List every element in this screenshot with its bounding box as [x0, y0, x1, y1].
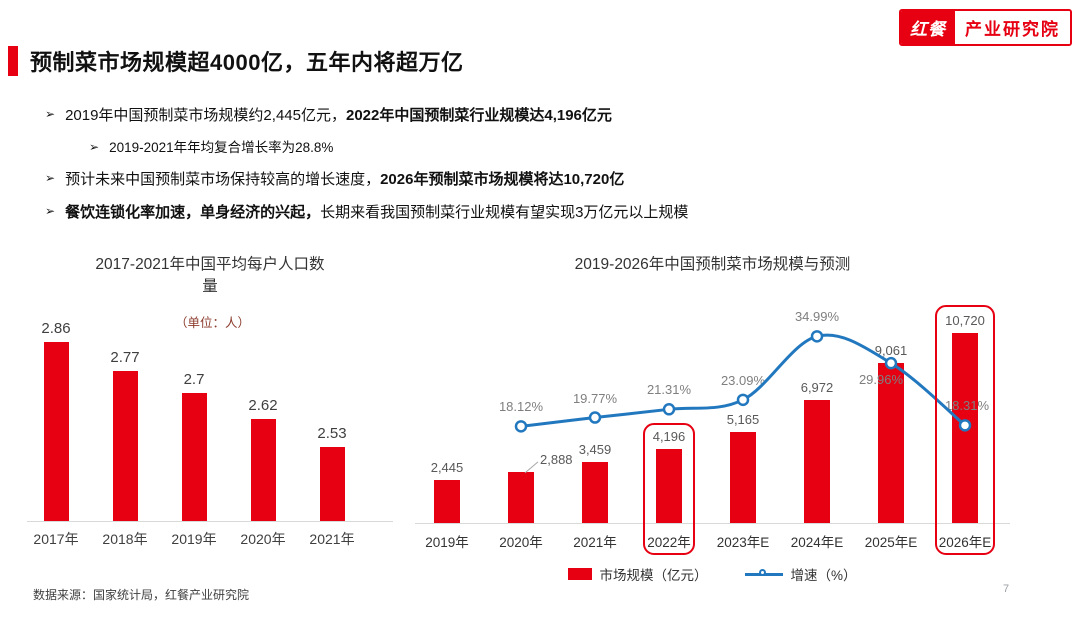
bar-value-label: 2,445 — [430, 459, 464, 475]
right-chart-title: 2019-2026年中国预制菜市场规模与预测 — [574, 256, 851, 273]
x-axis-label: 2022年 — [647, 535, 691, 550]
growth-rate-label: 21.31% — [646, 382, 692, 398]
x-axis-label: 2021年 — [573, 535, 617, 550]
legend-label: 市场规模（亿元） — [599, 568, 708, 583]
bullet-text: 2019年中国预制菜市场规模约2,445亿元，2022年中国预制菜行业规模达4,… — [65, 107, 612, 124]
bullet-arrow-icon: ➢ — [89, 139, 100, 154]
x-axis-label: 2019年 — [425, 535, 469, 550]
bar-2018年 — [113, 371, 138, 521]
logo-suffix: 产业研究院 — [955, 11, 1070, 44]
growth-line — [520, 333, 966, 428]
x-axis-label: 2019年 — [171, 531, 217, 547]
line-marker — [810, 330, 824, 343]
bar-2020年 — [251, 419, 276, 521]
line-marker — [736, 393, 750, 407]
bar-value-label: 5,165 — [726, 411, 760, 427]
growth-rate-label: 29.96% — [858, 372, 904, 388]
x-axis-label: 2017年 — [33, 531, 79, 547]
growth-line-layer — [514, 330, 972, 474]
bullet-item: ➢ 餐饮连锁化率加速，单身经济的兴起，长期来看我国预制菜行业规模有望实现3万亿元以… — [45, 203, 985, 223]
bar-2021年 — [320, 447, 345, 521]
growth-rate-label: 34.99% — [794, 309, 840, 325]
x-axis-label: 2023年E — [716, 535, 770, 550]
x-axis-label: 2024年E — [790, 535, 844, 550]
x-axis-line — [415, 523, 1010, 524]
bar-2022年 — [656, 448, 682, 523]
bar-value-label: 6,972 — [800, 379, 834, 395]
line-marker — [884, 356, 898, 370]
bullet-item: ➢ 2019-2021年年均复合增长率为28.8% — [89, 139, 985, 157]
x-axis-label: 2020年 — [499, 535, 543, 550]
line-marker — [958, 419, 972, 432]
bar-value-label: 2,888 — [540, 451, 573, 467]
left-chart-title: 2017-2021年中国平均每户人口数量 — [95, 256, 325, 295]
logo-brand: 红餐 — [901, 11, 955, 44]
bullet-arrow-icon: ➢ — [45, 171, 56, 186]
growth-rate-label: 18.12% — [498, 399, 544, 415]
x-axis-label: 2020年 — [240, 531, 286, 547]
line-series-swatch-icon — [745, 568, 784, 576]
bar-2019年 — [434, 479, 460, 523]
bar-value-label: 9,061 — [874, 342, 908, 358]
bar-value-label: 2.53 — [317, 425, 347, 442]
bullet-arrow-icon: ➢ — [45, 203, 56, 218]
bullet-list: ➢ 2019年中国预制菜市场规模约2,445亿元，2022年中国预制菜行业规模达4… — [45, 106, 985, 235]
title-accent-bar — [8, 46, 18, 76]
page-number: 7 — [1003, 583, 1010, 595]
x-axis-label: 2018年 — [102, 531, 148, 547]
bullet-arrow-icon: ➢ — [45, 107, 56, 121]
line-marker — [514, 420, 528, 433]
chart-legend: 市场规模（亿元） 增速（%） — [405, 564, 1020, 584]
left-chart-unit-label: （单位：人） — [175, 316, 251, 330]
bar-series-swatch-icon — [568, 568, 593, 580]
household-size-chart: 2017-2021年中国平均每户人口数量 （单位：人） 2.86 2017年 2.7… — [25, 250, 395, 580]
line-marker-icon — [759, 568, 767, 576]
bar-value-label: 4,196 — [652, 428, 686, 444]
growth-rate-label: 18.31% — [944, 398, 990, 414]
bar-value-label: 2.77 — [110, 349, 140, 366]
bar-value-label: 2.7 — [183, 371, 205, 388]
bullet-text: 2019-2021年年均复合增长率为28.8% — [109, 139, 334, 155]
legend-item-growth: 增速（%） — [745, 564, 857, 584]
bar-2017年 — [44, 342, 69, 521]
x-axis-label: 2026年E — [938, 535, 992, 550]
bar-2023年E — [730, 431, 756, 523]
x-axis-line — [27, 521, 393, 522]
growth-rate-label: 23.09% — [720, 372, 766, 388]
bar-value-label: 2.86 — [41, 320, 71, 337]
legend-item-market-size: 市场规模（亿元） — [568, 564, 707, 584]
line-marker — [588, 411, 602, 424]
bar-2025年E — [878, 362, 904, 523]
bar-value-label: 2.62 — [248, 397, 278, 414]
bar-2020年 — [508, 471, 534, 523]
x-axis-label: 2025年E — [864, 535, 918, 550]
label-leader-line — [524, 461, 539, 474]
bullet-text: 餐饮连锁化率加速，单身经济的兴起，长期来看我国预制菜行业规模有望实现3万亿元以上… — [65, 203, 689, 221]
bullet-item: ➢ 预计未来中国预制菜市场保持较高的增长速度，2026年预制菜市场规模将达10,7… — [45, 170, 985, 190]
growth-rate-label: 19.77% — [572, 390, 618, 406]
bar-2021年 — [582, 461, 608, 523]
bar-value-label: 3,459 — [578, 441, 612, 457]
bullet-text: 预计未来中国预制菜市场保持较高的增长速度，2026年预制菜市场规模将达10,72… — [65, 171, 625, 189]
data-source-note: 数据来源：国家统计局，红餐产业研究院 — [33, 588, 250, 602]
market-size-chart: 2019-2026年中国预制菜市场规模与预测 市场规模（亿元） 增速（%） 2,… — [405, 248, 1020, 598]
bar-value-label: 10,720 — [945, 313, 985, 329]
logo: 红餐 产业研究院 — [899, 9, 1072, 46]
x-axis-label: 2021年 — [309, 531, 355, 547]
title-block: 预制菜市场规模超4000亿，五年内将超万亿 — [8, 45, 463, 77]
bar-2024年E — [804, 399, 830, 523]
bullet-item: ➢ 2019年中国预制菜市场规模约2,445亿元，2022年中国预制菜行业规模达4… — [45, 106, 985, 126]
page-title: 预制菜市场规模超4000亿，五年内将超万亿 — [30, 50, 464, 75]
line-marker — [662, 403, 676, 416]
bar-2019年 — [182, 393, 207, 521]
legend-label: 增速（%） — [790, 568, 857, 583]
